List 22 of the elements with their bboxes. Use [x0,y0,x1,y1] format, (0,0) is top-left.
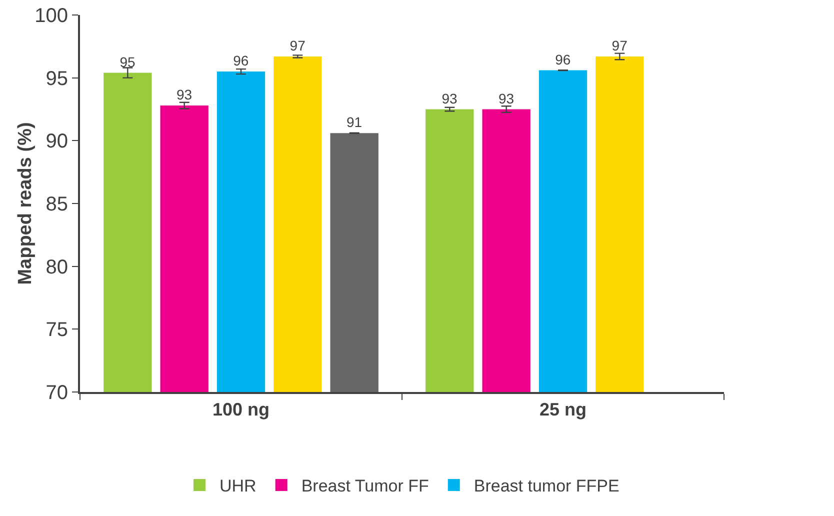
data-label: 97 [612,37,628,54]
data-label: 93 [442,90,458,106]
data-label: 96 [555,51,571,68]
y-tick-label: 90 [46,130,68,153]
data-label: 93 [176,86,192,102]
legend-label: Breast Tumor FF [301,476,429,496]
legend-label: UHR [220,476,256,496]
data-label: 95 [120,54,136,70]
y-tick-label: 80 [46,256,68,278]
data-label: 91 [346,114,362,130]
data-label: 93 [498,90,514,106]
y-tick-label: 70 [46,382,68,404]
data-label: 97 [290,37,306,54]
y-tick-label: 85 [46,194,68,216]
y-tick-label: 75 [46,319,68,342]
y-tick-label: 100 [34,5,68,27]
y-axis-title: Mapped reads (%) [15,122,36,285]
y-tick-label: 95 [46,68,68,90]
data-label: 96 [233,52,249,69]
x-tick-label: 25 ng [539,400,587,420]
legend-label: Breast tumor FFPE [474,476,620,496]
x-tick-label: 100 ng [212,400,270,420]
